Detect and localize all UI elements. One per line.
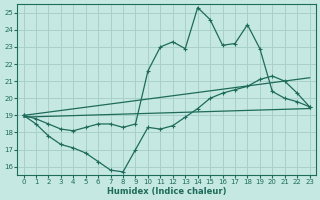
- X-axis label: Humidex (Indice chaleur): Humidex (Indice chaleur): [107, 187, 226, 196]
